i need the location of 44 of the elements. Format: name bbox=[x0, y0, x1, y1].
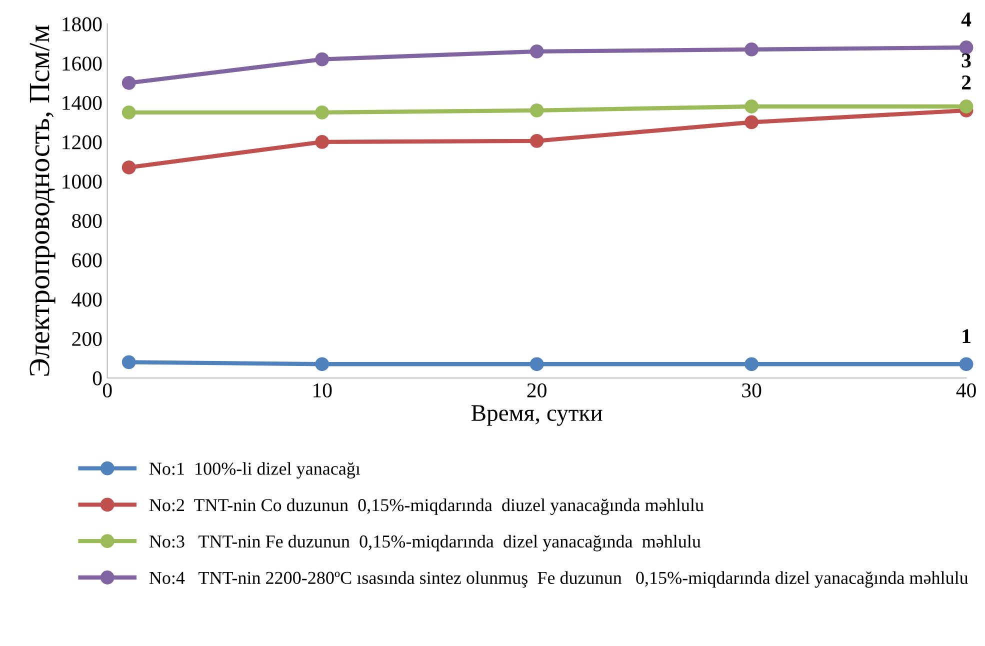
point bbox=[122, 355, 136, 370]
point bbox=[530, 103, 544, 118]
annotation: 4 bbox=[961, 12, 972, 26]
point bbox=[744, 42, 758, 56]
x-tick-label: 10 bbox=[314, 383, 332, 398]
y-tick-label: 1000 bbox=[62, 174, 102, 189]
point bbox=[315, 105, 330, 120]
y-tick-label: 1400 bbox=[62, 96, 102, 110]
x-tick-label: 40 bbox=[956, 383, 976, 398]
point bbox=[122, 160, 136, 174]
y-tick-label: 400 bbox=[72, 292, 102, 307]
y-tick-label: 1800 bbox=[62, 17, 102, 32]
point bbox=[744, 100, 758, 114]
point bbox=[744, 115, 758, 130]
point bbox=[959, 40, 974, 54]
y-axis-title: Электропроводность, Псм/м bbox=[30, 25, 56, 376]
point bbox=[530, 44, 544, 58]
y-tick-label: 200 bbox=[72, 332, 102, 346]
y-tick-label: 1200 bbox=[62, 135, 102, 150]
legend-label: No:2 TNT-nin Co duzunun 0,15%-miqdarında diuzel yanacağında məhlulu bbox=[149, 498, 704, 515]
annotation: 1 bbox=[962, 329, 970, 344]
annotation: 3 bbox=[962, 54, 971, 68]
point bbox=[744, 357, 758, 372]
point bbox=[530, 357, 544, 372]
point bbox=[315, 134, 330, 149]
legend-label: No:1 100%-li dizel yanacağı bbox=[149, 462, 360, 479]
point bbox=[315, 357, 330, 372]
x-tick-label: 30 bbox=[742, 383, 762, 398]
point bbox=[530, 134, 544, 148]
legend-label: No:4 TNT-nin 2200-280ºC ısasında sintez olunmuş Fe duzunun 0,15%-miqdarında dizel yanacağında məhlulu bbox=[149, 571, 968, 588]
point bbox=[959, 100, 974, 114]
point bbox=[315, 52, 330, 66]
x-tick-label: 0 bbox=[102, 383, 112, 398]
y-tick-label: 800 bbox=[72, 214, 102, 228]
legend-label: No:3 TNT-nin Fe duzunun 0,15%-miqdarında dizel yanacağında məhlulu bbox=[149, 534, 701, 552]
annotation: 2 bbox=[962, 76, 971, 90]
y-tick-label: 600 bbox=[72, 253, 102, 268]
x-axis-title: Время, сутки bbox=[471, 405, 602, 426]
point bbox=[122, 105, 136, 120]
point bbox=[122, 76, 136, 90]
y-tick-label: 1600 bbox=[62, 56, 102, 71]
x-tick-label: 20 bbox=[527, 383, 546, 398]
y-tick-label: 0 bbox=[92, 371, 102, 386]
point bbox=[959, 357, 974, 372]
